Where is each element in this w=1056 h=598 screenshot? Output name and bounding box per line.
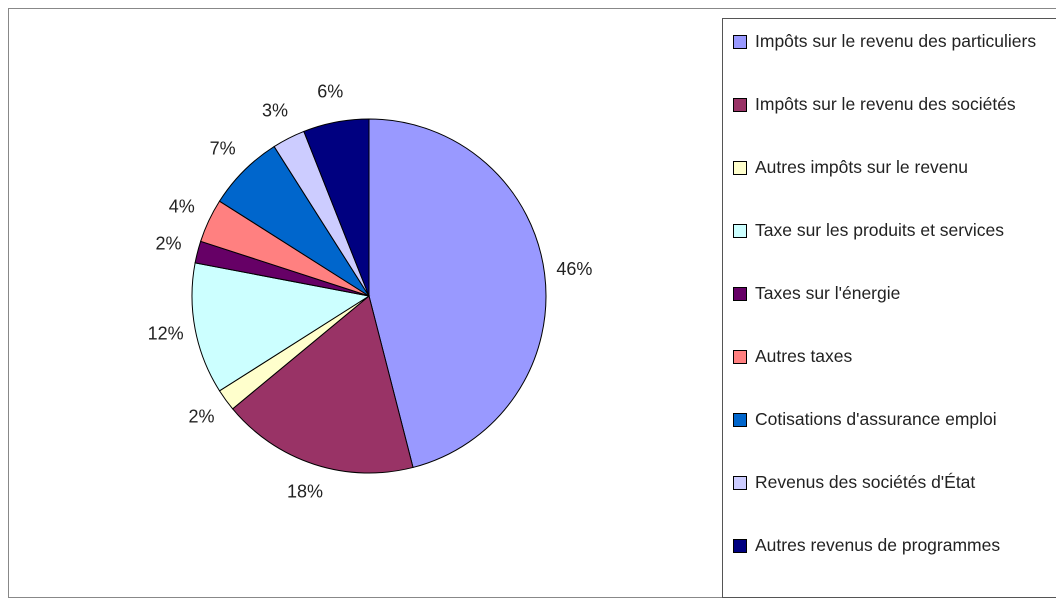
legend-swatch [733,287,747,301]
data-label: 12% [148,324,184,344]
legend-swatch [733,350,747,364]
data-label: 7% [210,138,236,158]
legend-label: Autres impôts sur le revenu [755,157,969,177]
chart: 46% 18% 2% 12% 2% 4% 7% 3% 6% [148,81,593,502]
pie-slice [368,118,547,469]
legend-label: Taxe sur les produits et services [755,220,1004,240]
legend-swatch [733,98,747,112]
legend-label: Impôts sur le revenu des sociétés [755,94,1016,114]
data-label: 18% [287,482,323,502]
legend-label: Autres revenus de programmes [755,535,1001,555]
legend-entry: Revenus des sociétés d'État [733,470,1055,495]
legend-swatch [733,476,747,490]
data-label: 6% [317,81,343,101]
legend-entry: Taxe sur les produits et services [733,218,1055,243]
legend-swatch [733,161,747,175]
data-label: 2% [155,233,181,253]
legend: Impôts sur le revenu des particuliers Imp… [722,18,1056,598]
legend-label: Autres taxes [755,346,853,366]
legend-entry: Impôts sur le revenu des sociétés [733,92,1055,117]
legend-entry: Autres revenus de programmes [733,533,1055,558]
legend-entry: Impôts sur le revenu des particuliers [733,29,1055,54]
legend-label: Cotisations d'assurance emploi [755,409,997,429]
legend-entry: Autres impôts sur le revenu [733,155,1055,180]
legend-swatch [733,35,747,49]
legend-entry: Taxes sur l'énergie [733,281,1055,306]
pie-slice [191,262,371,392]
legend-swatch [733,224,747,238]
data-label: 4% [169,197,195,217]
legend-label: Impôts sur le revenu des particuliers [755,31,1037,51]
pie-slice [303,118,370,297]
legend-label: Revenus des sociétés d'État [755,472,976,492]
legend-entry: Cotisations d'assurance emploi [733,407,1055,432]
legend-entry: Autres taxes [733,344,1055,369]
data-label: 3% [262,100,288,120]
data-label: 2% [189,406,215,426]
page: 46% 18% 2% 12% 2% 4% 7% 3% 6% Impôts sur le reve… [8,8,1056,598]
legend-label: Taxes sur l'énergie [755,283,901,303]
data-label: 46% [556,259,592,279]
legend-swatch [733,539,747,553]
pie-slice [231,295,414,474]
legend-swatch [733,413,747,427]
